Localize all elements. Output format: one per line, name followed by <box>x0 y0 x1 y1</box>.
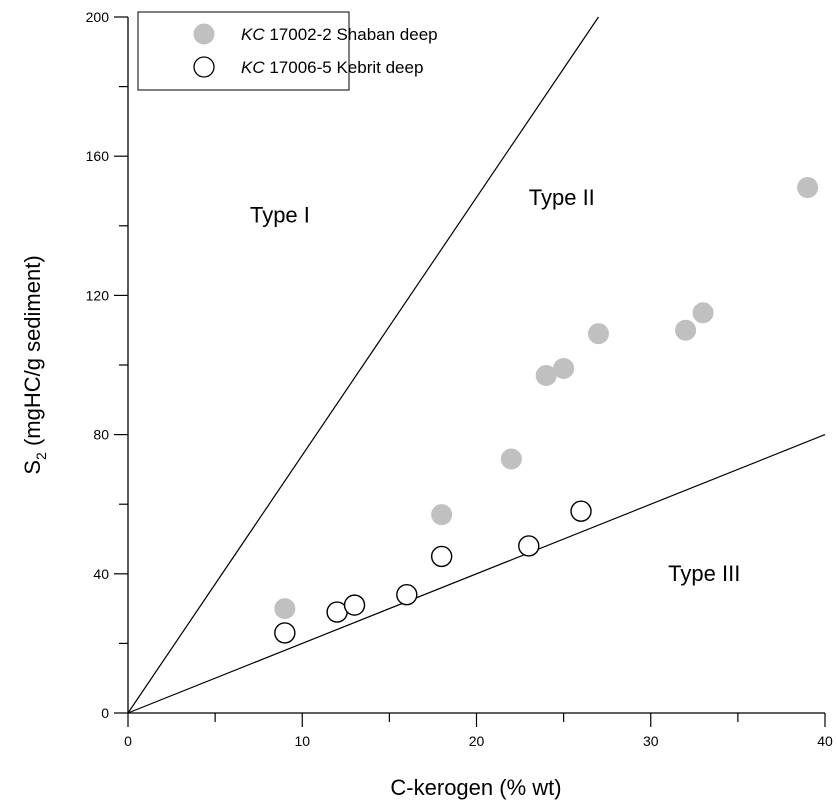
y-tick-label: 40 <box>93 566 109 582</box>
type-boundary-line <box>127 16 599 714</box>
x-tick-label: 10 <box>294 733 310 749</box>
data-point-kebrit <box>343 594 366 616</box>
type-boundary-lines <box>127 16 826 714</box>
data-point-shaban <box>431 504 453 526</box>
y-tick-label: 80 <box>93 427 109 443</box>
legend-label-shaban-italic: KC <box>241 25 265 44</box>
x-axis-title: C-kerogen (% wt) <box>390 775 561 800</box>
region-label: Type I <box>250 202 310 227</box>
x-ticks: 0 10 20 30 40 <box>124 713 833 749</box>
legend-label-shaban: KC 17002-2 Shaban deep <box>241 25 438 44</box>
y-tick-label: 200 <box>86 9 110 25</box>
x-tick-label: 0 <box>124 733 132 749</box>
data-point-kebrit <box>396 583 418 606</box>
x-tick-label: 30 <box>643 733 659 749</box>
legend-label-shaban-rest: 17002-2 Shaban deep <box>265 25 438 44</box>
data-point-kebrit <box>274 622 296 644</box>
type-boundary-line <box>127 434 826 714</box>
y-tick-label: 0 <box>101 705 109 721</box>
legend-box <box>137 11 350 91</box>
data-point-shaban <box>500 448 522 470</box>
data-point-shaban <box>553 357 575 379</box>
y-tick-label: 160 <box>86 148 110 164</box>
legend-label-kebrit-italic: KC <box>241 58 265 77</box>
y-tick-label: 120 <box>86 287 110 303</box>
data-point-shaban <box>797 177 819 199</box>
data-point-shaban <box>675 319 697 341</box>
region-label: Type II <box>529 185 595 210</box>
legend: KC 17002-2 Shaban deep KC 17006-5 Kebrit… <box>137 11 438 91</box>
data-point-kebrit <box>570 500 592 522</box>
legend-marker-shaban <box>193 23 215 45</box>
legend-marker-kebrit <box>193 56 215 78</box>
y-ticks: 0 40 80 120 160 200 <box>86 9 128 721</box>
y-axis-title-main: S <box>20 460 45 475</box>
x-tick-label: 40 <box>817 733 833 749</box>
data-point-shaban <box>274 598 296 620</box>
y-axis-title-rest: (mgHC/g sediment) <box>20 255 45 452</box>
legend-label-kebrit-rest: 17006-5 Kebrit deep <box>265 58 424 77</box>
data-point-kebrit <box>518 535 540 557</box>
data-point-kebrit <box>430 545 453 568</box>
data-point-shaban <box>587 323 609 345</box>
region-label: Type III <box>668 561 740 586</box>
data-point-shaban <box>692 302 714 324</box>
region-labels: Type I Type II Type III <box>250 185 740 586</box>
legend-label-kebrit: KC 17006-5 Kebrit deep <box>241 58 423 77</box>
y-axis-title-subscript: 2 <box>33 452 49 460</box>
y-axis-title: S2 (mgHC/g sediment) <box>20 255 49 474</box>
x-tick-label: 20 <box>469 733 485 749</box>
data-points <box>274 177 819 644</box>
